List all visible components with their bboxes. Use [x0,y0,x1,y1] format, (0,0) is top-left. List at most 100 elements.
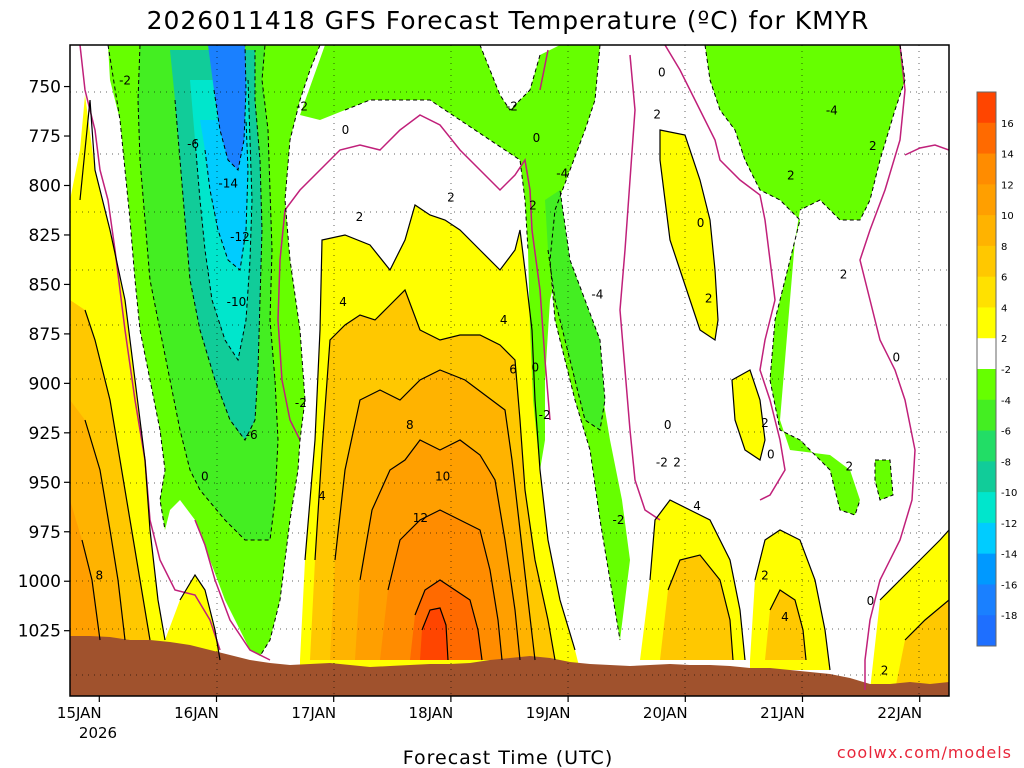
contour-label: 0 [342,123,350,137]
cold-isotherm-12 [704,45,861,516]
region-warm-central-hot [420,608,448,660]
region-warm-21jan-bottom2 [765,590,806,660]
y-tick-label: 950 [29,473,61,493]
x-tick-label: 20JAN [643,704,688,722]
colorbar-swatch [977,430,996,462]
contour-label: 0 [664,418,672,432]
warm-isotherm-central-4 [359,439,521,661]
region-warm-20jan-bottom2 [660,555,733,660]
contour-label: 0 [867,594,875,608]
region-cold-blue [208,45,246,170]
colorbar-label: 12 [1001,180,1014,191]
x-tick-label: 17JAN [291,704,336,722]
colorbar-label: 4 [1001,303,1007,314]
y-tick-label: 775 [29,127,61,147]
cold-isotherm-4 [174,50,263,441]
x-axis: 15JAN 16JAN 17JAN 18JAN 19JAN 20JAN 21JAN 22JAN [57,696,922,722]
colorbar-swatch [977,369,996,401]
colorbar-label: 16 [1001,119,1014,130]
contour-label: 2 [673,456,681,470]
colorbar-label: -6 [1001,427,1011,438]
warm-isotherm-22jan [879,529,949,601]
y-tick-label: 825 [29,226,61,246]
x-year-label: 2026 [79,724,117,742]
region-cold-green-mid2 [545,190,605,430]
colorbar-swatch [977,153,996,185]
warm-isotherm-central-7 [421,607,449,661]
freezing-line-3 [277,114,551,441]
colorbar: 16 14 12 10 8 6 4 2 -2 -4 -6 -8 -10 -12 -14 -16 -18 [976,91,1017,647]
x-tick-label: 15JAN [57,704,102,722]
colorbar-label: 8 [1001,242,1007,253]
contour-label: -4 [826,103,838,117]
warm-isotherm-left-3 [84,419,126,641]
cold-isotherm-14 [874,459,894,501]
contour-label: 2 [356,210,364,224]
contour-label: 0 [533,131,541,145]
contour-label: 10 [435,469,450,483]
cold-isotherm-3 [137,45,279,541]
colorbar-swatch [977,584,996,616]
y-axis: 750 775 800 825 850 875 900 925 950 975 1000 1025 [18,78,70,642]
contour-label: -14 [218,177,238,191]
colorbar-label: 2 [1001,334,1007,345]
contour-label: 8 [95,568,103,582]
contour-label: 0 [531,361,539,375]
colorbar-swatch [977,492,996,524]
warm-isotherm-central-3 [334,369,536,661]
contour-label: 2 [705,291,713,305]
contour-label: 2 [447,190,455,204]
contour-label: -2 [539,408,551,422]
x-tick-label: 19JAN [526,704,571,722]
freezing-line-6 [859,45,916,690]
contour-label: 0 [201,469,209,483]
colorbar-label: 6 [1001,273,1007,284]
y-tick-label: 1025 [18,622,61,642]
freezing-contours [79,45,949,690]
colorbar-swatch [977,522,996,555]
cold-isotherm-9 [479,45,541,111]
contour-label: 2 [761,416,769,430]
cold-isotherm-5 [194,79,253,362]
cold-isotherm-6 [204,119,249,271]
y-tick-label: 900 [29,374,61,394]
contour-label: 4 [339,295,347,309]
y-tick-label: 1000 [18,572,61,592]
warm-isotherm-20jan-top [659,129,719,342]
contour-label: -2 [613,513,625,527]
warm-isotherm-central-2 [314,288,556,661]
colorbar-swatch [977,553,996,585]
freezing-line-5 [664,45,786,501]
contour-label: 0 [697,216,705,230]
contour-label: -6 [246,428,258,442]
x-axis-title: Forecast Time (UTC) [403,747,613,768]
contour-label: -4 [556,167,568,181]
y-tick-label: 875 [29,325,61,345]
x-tick-label: 21JAN [760,704,805,722]
contour-label: 2 [529,198,537,212]
contour-label: 4 [781,610,789,624]
contour-label: 2 [881,663,889,677]
contour-label: 0 [767,448,775,462]
colorbar-swatch [977,338,996,370]
warm-isotherm-21jan [754,529,831,671]
colorbar-label: -8 [1001,457,1011,468]
warm-isotherm-21jan-2 [769,589,807,661]
chart-title: 2026011418 GFS Forecast Temperature (ºC)… [147,6,870,35]
cold-isotherms [107,45,906,657]
contour-label: -2 [656,456,668,470]
contour-label: 2 [840,268,848,282]
contour-label: 2 [787,169,795,183]
contour-label: 2 [846,459,854,473]
colorbar-label: -16 [1001,580,1017,591]
x-tick-label: 18JAN [409,704,454,722]
cold-isotherm-7 [213,45,247,172]
contour-label: 4 [318,489,326,503]
warm-isotherm-left-4 [81,539,101,641]
contour-label: 12 [413,511,428,525]
freezing-line-2 [194,519,271,661]
colorbar-label: -4 [1001,396,1011,407]
warm-isotherms [79,99,949,671]
plot-frame [69,44,950,697]
contour-label: 0 [658,66,666,80]
